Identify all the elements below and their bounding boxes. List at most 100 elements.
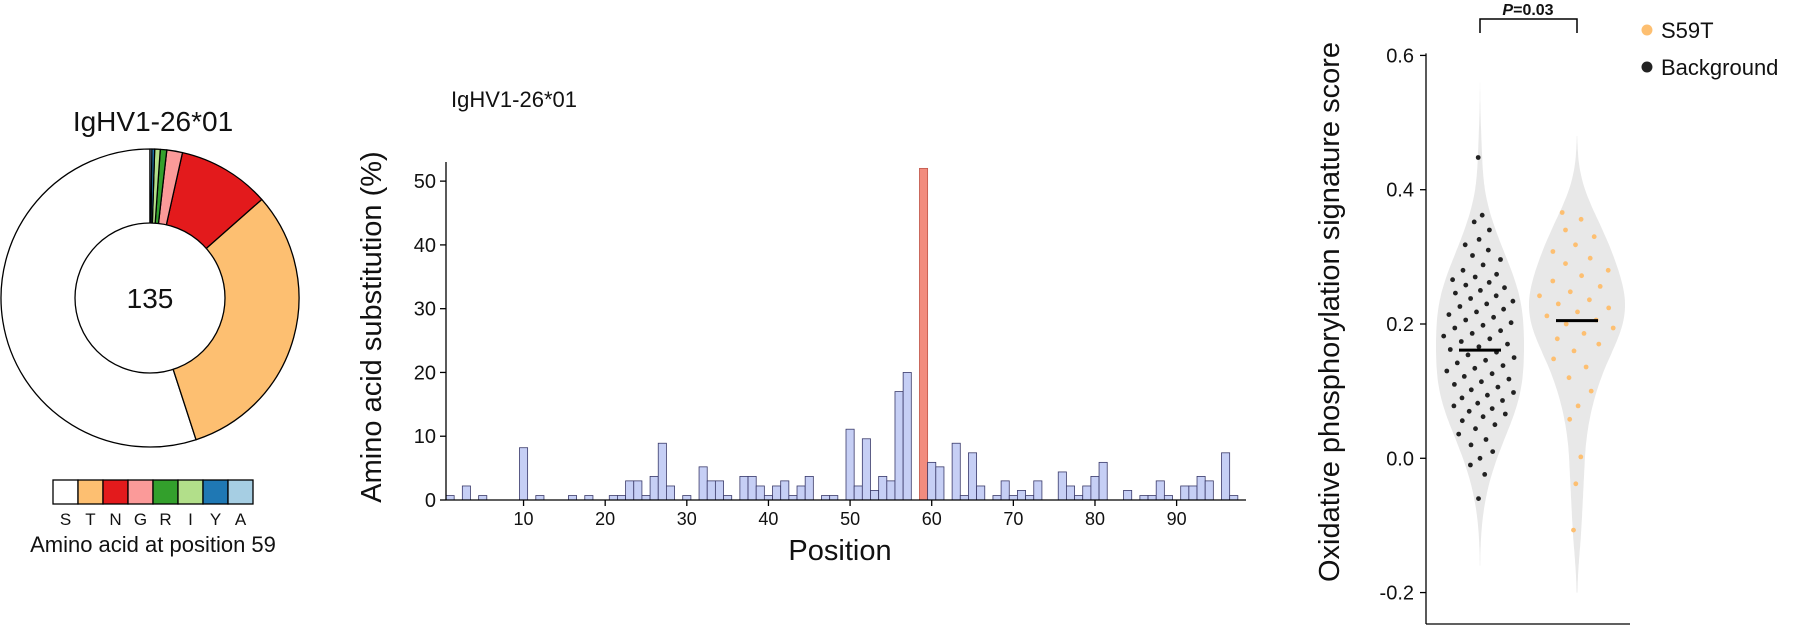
bar-position-72: [1025, 495, 1035, 501]
bar-x-tick-label: 70: [1003, 509, 1023, 529]
point-background: [1471, 219, 1477, 225]
bar-position-79: [1082, 485, 1092, 501]
point-background: [1487, 336, 1493, 342]
point-background: [1469, 331, 1475, 336]
bar-y-tick-label: 50: [414, 171, 436, 193]
point-background: [1505, 341, 1510, 347]
legend-background-label: Background: [1661, 55, 1778, 80]
violin-axes: -0.2 0.0 0.2 0.4 0.6: [1380, 45, 1630, 625]
point-s59t: [1566, 375, 1572, 381]
legend-swatch-I: [177, 479, 204, 505]
point-background: [1476, 344, 1482, 350]
point-background: [1475, 400, 1481, 406]
bar-position-41: [772, 485, 782, 501]
point-background: [1511, 390, 1516, 395]
point-background: [1458, 339, 1464, 344]
point-background: [1498, 328, 1503, 334]
point-s59t: [1597, 284, 1603, 289]
bar-position-65: [968, 452, 978, 501]
bar-position-87: [1147, 495, 1157, 501]
violin-y-tick-label: 0.6: [1386, 45, 1414, 67]
legend-letter-N: N: [109, 510, 121, 529]
point-s59t: [1591, 234, 1597, 240]
median-lines: [1459, 319, 1598, 352]
bar-position-57: [902, 372, 912, 501]
bar-x-tick-label: 60: [922, 509, 942, 529]
point-background: [1483, 357, 1488, 363]
point-background: [1486, 280, 1492, 285]
point-background: [1452, 382, 1457, 387]
violin-y-axis-label: Oxidative phosphorylation signature scor…: [1314, 42, 1346, 582]
point-s59t: [1573, 481, 1579, 487]
bar-position-51: [853, 485, 863, 501]
legend-swatch-S: [52, 479, 79, 505]
point-background: [1489, 371, 1495, 377]
point-s59t: [1579, 273, 1584, 279]
donut-title: IgHV1-26*01: [73, 106, 233, 137]
legend-letter-G: G: [134, 510, 147, 529]
bar-y-tick-label: 10: [414, 426, 436, 448]
legend-letter-R: R: [159, 510, 171, 529]
point-background: [1463, 282, 1469, 288]
point-background: [1453, 290, 1458, 296]
bar-x-tick-label: 10: [514, 509, 534, 529]
point-background: [1450, 277, 1455, 283]
bar-position-30: [682, 495, 692, 501]
bar-x-axis-label: Position: [788, 535, 891, 567]
bar-series: [445, 167, 1239, 501]
violin-panel: Oxidative phosphorylation signature scor…: [1314, 2, 1778, 625]
bar-position-32: [698, 466, 708, 501]
point-background: [1491, 314, 1496, 320]
point-background: [1493, 293, 1499, 299]
donut-legend-caption: Amino acid at position 59: [30, 532, 276, 557]
bar-position-21: [608, 495, 618, 501]
bar-position-25: [641, 495, 651, 501]
bar-position-39: [755, 485, 765, 501]
point-background: [1511, 355, 1517, 360]
violin-y-tick-label: 0.4: [1386, 180, 1414, 202]
point-s59t: [1610, 325, 1616, 331]
point-background: [1459, 395, 1465, 401]
bar-position-12: [535, 495, 545, 501]
point-background: [1506, 376, 1512, 382]
bar-position-80: [1090, 475, 1100, 501]
legend-letter-T: T: [85, 510, 95, 529]
significance-bracket: [1479, 18, 1578, 33]
point-background: [1441, 333, 1447, 339]
point-background: [1446, 312, 1452, 317]
point-background: [1487, 227, 1492, 233]
bar-position-23: [625, 480, 635, 501]
point-background: [1465, 352, 1471, 358]
point-background: [1472, 274, 1478, 280]
bar-position-81: [1098, 461, 1108, 501]
point-background: [1462, 242, 1468, 248]
bar-position-43: [788, 495, 798, 501]
point-background: [1447, 347, 1453, 352]
point-background: [1452, 325, 1458, 331]
point-background: [1480, 322, 1486, 328]
point-background: [1463, 317, 1469, 323]
point-background: [1480, 262, 1486, 268]
bar-y-tick-label: 0: [425, 490, 436, 512]
point-background: [1473, 426, 1478, 432]
bar-position-35: [723, 495, 733, 501]
point-background: [1468, 387, 1474, 393]
bar-position-66: [976, 485, 986, 501]
bar-position-77: [1066, 485, 1075, 501]
point-background: [1508, 320, 1514, 326]
point-s59t: [1571, 527, 1576, 533]
point-background: [1484, 301, 1490, 307]
point-background: [1460, 267, 1466, 273]
point-s59t: [1567, 416, 1573, 422]
point-s59t: [1583, 364, 1589, 370]
violin-background: [1436, 82, 1524, 566]
legend-letter-A: A: [235, 510, 247, 529]
point-s59t: [1581, 331, 1587, 336]
bar-y-tick-label: 30: [414, 299, 436, 321]
point-s59t: [1555, 301, 1561, 307]
point-s59t: [1550, 249, 1556, 254]
point-background: [1468, 442, 1474, 448]
point-background: [1454, 360, 1460, 366]
legend-letter-Y: Y: [210, 510, 221, 529]
point-s59t: [1571, 348, 1577, 354]
